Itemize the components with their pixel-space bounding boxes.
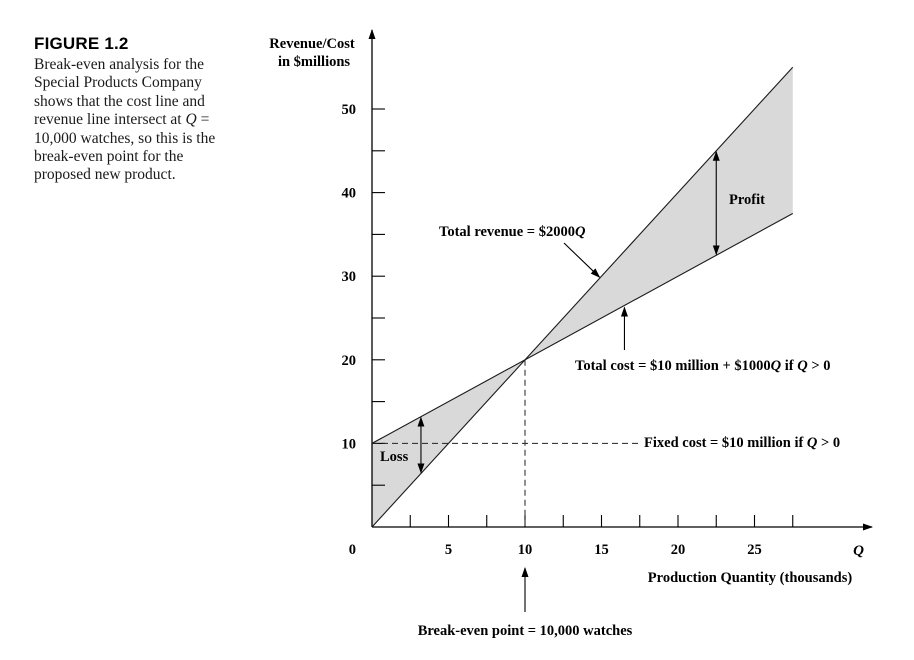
figure-caption: FIGURE 1.2 Break-even analysis for the S… <box>34 34 234 185</box>
caption-variable-q: Q <box>185 111 197 129</box>
total-revenue-label-var: Q <box>575 224 586 240</box>
y-tick-label-10: 10 <box>342 436 357 452</box>
total-cost-label-mid: if <box>781 358 797 374</box>
break-even-label: Break-even point = 10,000 watches <box>418 623 633 639</box>
figure-label: FIGURE 1.2 <box>34 34 129 53</box>
x-axis-variable: Q <box>853 543 864 559</box>
series-layer <box>371 66 794 528</box>
annotation-arrows <box>417 150 720 612</box>
figure-caption-text: Break-even analysis for the Special Prod… <box>34 56 234 185</box>
total-cost-label-var: Q <box>771 358 782 374</box>
y-tick-label-30: 30 <box>342 269 357 285</box>
y-tick-label-0: 0 <box>349 542 356 558</box>
y-tick-label-50: 50 <box>342 102 357 118</box>
x-tick-label-15: 15 <box>594 542 609 558</box>
y-ticks: 0 10 20 30 40 50 <box>342 102 385 558</box>
x-ticks: 5 10 15 20 25 <box>409 515 794 558</box>
fixed-cost-label: Fixed cost = $10 million if Q > 0 <box>644 435 840 451</box>
total-cost-label: Total cost = $10 million + $1000Q if Q >… <box>575 358 830 374</box>
y-axis-label-line-2: in $millions <box>278 54 350 70</box>
total-cost-line <box>371 213 794 444</box>
x-tick-label-5: 5 <box>445 542 452 558</box>
x-tick-label-25: 25 <box>747 542 762 558</box>
total-revenue-label: Total revenue = $2000Q <box>439 224 586 240</box>
y-axis-label-line-1: Revenue/Cost <box>269 36 355 52</box>
total-revenue-line <box>371 66 794 528</box>
total-revenue-label-text: Total revenue = $2000 <box>439 224 575 240</box>
axes: 0 10 20 30 40 50 5 10 15 20 25 <box>342 29 873 558</box>
total-cost-label-var2: Q <box>797 358 808 374</box>
text-layer: Revenue/Cost in $millions Production Qua… <box>269 36 864 639</box>
total-cost-label-text: Total cost = $10 million + $1000 <box>575 358 771 374</box>
caption-part-1: Break-even analysis for the Special Prod… <box>34 56 205 129</box>
y-tick-label-20: 20 <box>342 353 357 369</box>
loss-label: Loss <box>380 449 409 465</box>
fixed-cost-label-suffix: > 0 <box>817 435 840 451</box>
x-tick-label-20: 20 <box>671 542 686 558</box>
caption-part-2: = 10,000 watches, so this is the break-e… <box>34 111 216 184</box>
profit-label: Profit <box>729 192 765 208</box>
total-cost-label-suffix: > 0 <box>808 358 831 374</box>
fixed-cost-label-text: Fixed cost = $10 million if <box>644 435 807 451</box>
x-tick-label-10: 10 <box>518 542 533 558</box>
fixed-cost-label-var: Q <box>807 435 818 451</box>
revenue-pointer-arrow <box>563 242 601 278</box>
y-tick-label-40: 40 <box>342 186 357 202</box>
x-axis-label: Production Quantity (thousands) <box>648 570 853 586</box>
